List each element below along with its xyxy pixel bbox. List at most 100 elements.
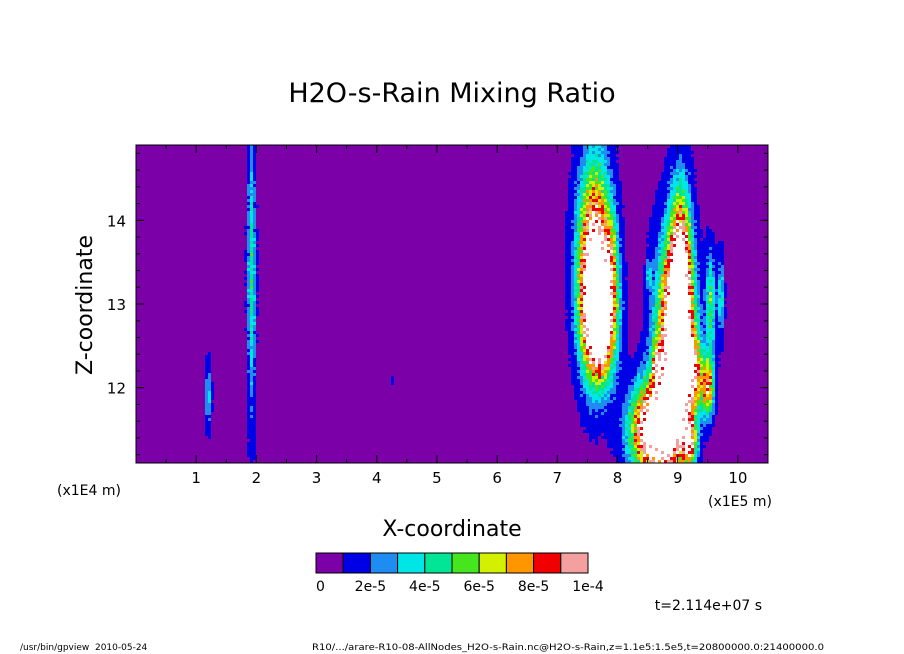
field-cell (601, 175, 604, 178)
field-cell (601, 352, 604, 355)
field-cell (607, 292, 610, 295)
field-cell (682, 388, 685, 391)
field-cell (655, 343, 658, 346)
field-cell (253, 313, 256, 316)
field-cell (640, 355, 643, 358)
field-cell (208, 394, 211, 397)
field-cell (703, 346, 706, 349)
field-cell (568, 232, 571, 235)
field-cell (568, 307, 571, 310)
field-cell (607, 319, 610, 322)
field-cell (676, 367, 679, 370)
field-cell (592, 400, 595, 403)
field-cell (622, 238, 625, 241)
field-cell (571, 214, 574, 217)
field-cell (571, 373, 574, 376)
field-cell (706, 277, 709, 280)
field-cell (592, 175, 595, 178)
field-cell (676, 274, 679, 277)
field-cell (670, 253, 673, 256)
field-cell (673, 409, 676, 412)
field-cell (607, 157, 610, 160)
field-cell (592, 328, 595, 331)
field-cell (667, 178, 670, 181)
field-cell (619, 325, 622, 328)
field-cell (646, 256, 649, 259)
field-cell (607, 322, 610, 325)
field-cell (610, 322, 613, 325)
field-cell (619, 409, 622, 412)
field-cell (613, 220, 616, 223)
field-cell (610, 184, 613, 187)
field-cell (574, 334, 577, 337)
field-cell (622, 283, 625, 286)
field-cell (607, 430, 610, 433)
field-cell (688, 349, 691, 352)
field-cell (583, 391, 586, 394)
field-cell (685, 145, 688, 148)
field-cell (679, 355, 682, 358)
field-cell (643, 394, 646, 397)
field-cell (694, 382, 697, 385)
field-cell (616, 370, 619, 373)
field-cell (667, 448, 670, 451)
field-cell (685, 280, 688, 283)
field-cell (583, 373, 586, 376)
field-cell (601, 235, 604, 238)
field-cell (598, 322, 601, 325)
field-cell (625, 385, 628, 388)
field-cell (721, 277, 724, 280)
field-cell (673, 319, 676, 322)
field-cell (670, 295, 673, 298)
field-cell (694, 232, 697, 235)
field-cell (616, 298, 619, 301)
field-cell (580, 145, 583, 148)
field-cell (652, 319, 655, 322)
field-cell (706, 292, 709, 295)
field-cell (634, 370, 637, 373)
field-cell (703, 421, 706, 424)
field-cell (652, 436, 655, 439)
field-cell (712, 277, 715, 280)
field-cell (685, 187, 688, 190)
field-cell (580, 325, 583, 328)
field-cell (250, 235, 253, 238)
field-cell (682, 355, 685, 358)
field-cell (661, 352, 664, 355)
field-cell (658, 328, 661, 331)
field-cell (613, 274, 616, 277)
field-cell (622, 226, 625, 229)
field-cell (658, 193, 661, 196)
field-cell (670, 148, 673, 151)
field-cell (640, 418, 643, 421)
field-cell (691, 262, 694, 265)
field-cell (652, 367, 655, 370)
field-cell (649, 283, 652, 286)
field-cell (646, 271, 649, 274)
field-cell (676, 412, 679, 415)
field-cell (595, 406, 598, 409)
field-cell (571, 319, 574, 322)
field-cell (682, 241, 685, 244)
field-cell (595, 211, 598, 214)
field-cell (601, 157, 604, 160)
field-cell (700, 241, 703, 244)
field-cell (688, 400, 691, 403)
field-cell (679, 199, 682, 202)
field-cell (250, 433, 253, 436)
field-cell (691, 337, 694, 340)
field-cell (658, 298, 661, 301)
field-cell (616, 376, 619, 379)
field-cell (610, 247, 613, 250)
field-cell (670, 340, 673, 343)
field-cell (667, 280, 670, 283)
field-cell (640, 331, 643, 334)
field-cell (625, 412, 628, 415)
field-cell (652, 298, 655, 301)
field-cell (700, 235, 703, 238)
field-cell (700, 421, 703, 424)
field-cell (595, 199, 598, 202)
field-cell (592, 427, 595, 430)
field-cell (658, 358, 661, 361)
field-cell (661, 217, 664, 220)
